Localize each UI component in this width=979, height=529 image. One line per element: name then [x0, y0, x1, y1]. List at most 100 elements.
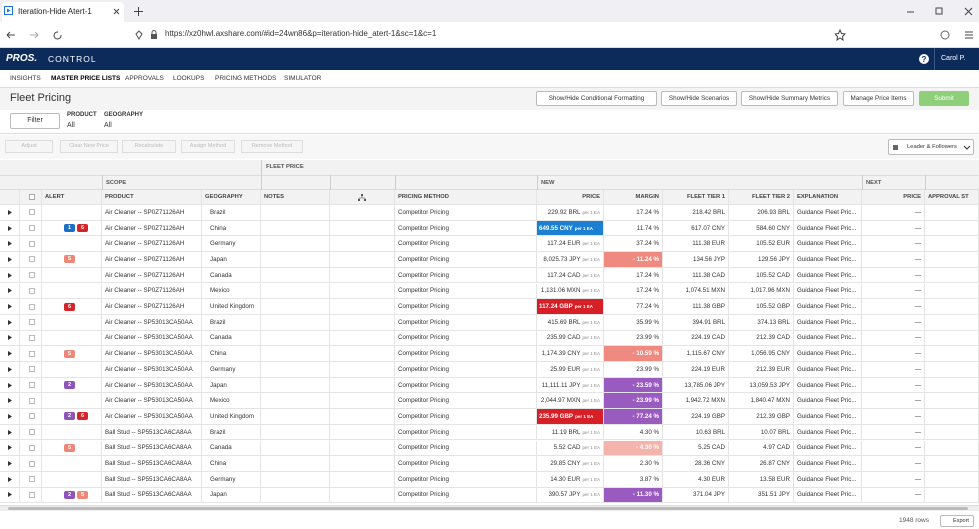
expand-cell[interactable] [0, 299, 20, 315]
expand-arrow[interactable] [7, 304, 12, 310]
tab-close[interactable] [113, 8, 120, 15]
column-header: PRICING METHOD [395, 190, 537, 205]
expand-cell[interactable] [0, 409, 20, 425]
checkbox[interactable] [29, 444, 35, 451]
checkbox[interactable] [29, 382, 35, 389]
expand-cell[interactable] [0, 487, 20, 504]
checkbox[interactable] [29, 334, 35, 341]
alert-badge[interactable]: 6 [64, 302, 75, 311]
expand-arrow[interactable] [7, 492, 12, 498]
alert-badge[interactable]: 6 [77, 412, 88, 421]
nav-buttons[interactable] [6, 30, 66, 40]
help-icon[interactable]: ? [919, 54, 929, 64]
select-cell [20, 409, 42, 425]
expand-arrow[interactable] [7, 366, 12, 372]
alert-badge[interactable]: 2 [64, 412, 75, 421]
expand-cell[interactable] [0, 283, 20, 300]
expand-arrow[interactable] [7, 476, 12, 482]
alert-badge[interactable]: 5 [64, 255, 75, 264]
price-unit: per 1 EA [582, 272, 600, 278]
alert-badge[interactable]: 2 [64, 490, 75, 499]
checkbox[interactable] [29, 397, 35, 404]
expand-arrow[interactable] [7, 209, 12, 215]
checkbox[interactable] [29, 366, 35, 373]
view-dropdown[interactable]: Leader & Followers [888, 139, 974, 155]
action-button[interactable]: Show/Hide Scenarios [661, 91, 737, 106]
expand-cell[interactable] [0, 314, 20, 331]
checkbox[interactable] [29, 256, 35, 263]
expand-arrow[interactable] [7, 256, 12, 262]
column-header: GEOGRAPHY [202, 190, 261, 205]
filter-button[interactable]: Filter [10, 113, 60, 129]
product-cell: Air Cleaner -- SP0Z71126AH [102, 283, 202, 300]
nav-item[interactable]: INSIGHTS [10, 75, 41, 82]
alert-badge[interactable]: 5 [64, 443, 75, 452]
checkbox[interactable] [29, 209, 35, 216]
expand-cell[interactable] [0, 252, 20, 268]
expand-cell[interactable] [0, 346, 20, 362]
expand-cell[interactable] [0, 362, 20, 378]
checkbox[interactable] [29, 413, 35, 420]
expand-arrow[interactable] [7, 351, 12, 357]
nav-item[interactable]: SIMULATOR [284, 75, 322, 82]
expand-arrow[interactable] [7, 461, 12, 467]
checkbox[interactable] [29, 460, 35, 467]
expand-cell[interactable] [0, 205, 20, 221]
expand-cell[interactable] [0, 330, 20, 347]
expand-cell[interactable] [0, 471, 20, 488]
checkbox[interactable] [29, 476, 35, 483]
checkbox[interactable] [29, 240, 35, 247]
checkbox[interactable] [29, 319, 35, 326]
expand-arrow[interactable] [7, 225, 12, 231]
checkbox[interactable] [29, 194, 35, 200]
url[interactable]: https://xz0hwl.axshare.com/#id=24wn86&p=… [165, 29, 437, 38]
expand-arrow[interactable] [7, 382, 12, 388]
alert-badge[interactable]: 5 [64, 349, 75, 358]
checkbox[interactable] [29, 225, 35, 232]
expand-cell[interactable] [0, 456, 20, 472]
export-button[interactable]: Export [940, 515, 974, 527]
expand-cell[interactable] [0, 377, 20, 394]
expand-arrow[interactable] [7, 398, 12, 404]
window-controls[interactable] [905, 7, 975, 16]
new-tab[interactable] [134, 7, 143, 16]
expand-cell[interactable] [0, 440, 20, 457]
alert-badge[interactable]: 5 [77, 490, 88, 499]
tool-button: Remove Method [241, 140, 303, 153]
nav-item[interactable]: PRICING METHODS [215, 75, 277, 82]
nav-item[interactable]: LOOKUPS [173, 75, 205, 82]
expand-arrow[interactable] [7, 319, 12, 325]
action-button[interactable]: Show/Hide Conditional Formatting [536, 91, 657, 106]
browser-tab[interactable]: Iteration-Hide Atert-1 [2, 2, 124, 22]
expand-cell[interactable] [0, 220, 20, 237]
alert-badge[interactable]: 1 [64, 224, 75, 233]
expand-cell[interactable] [0, 236, 20, 253]
checkbox[interactable] [29, 429, 35, 436]
nav-item[interactable]: APPROVALS [125, 75, 164, 82]
expand-cell[interactable] [0, 424, 20, 441]
browser-tools[interactable] [835, 29, 975, 41]
expand-arrow[interactable] [7, 272, 12, 278]
expand-cell[interactable] [0, 267, 20, 284]
expand-arrow[interactable] [7, 335, 12, 341]
expand-arrow[interactable] [7, 413, 12, 419]
approval-cell [925, 409, 979, 425]
checkbox[interactable] [29, 303, 35, 310]
expand-cell[interactable] [0, 393, 20, 410]
checkbox[interactable] [29, 350, 35, 357]
alert-badge[interactable]: 2 [64, 381, 75, 390]
user-name[interactable]: Carol P. [941, 55, 966, 62]
expand-arrow[interactable] [7, 429, 12, 435]
checkbox[interactable] [29, 491, 35, 498]
action-button[interactable]: Manage Price Items [843, 91, 914, 106]
action-button[interactable]: Show/Hide Summary Metrics [741, 91, 838, 106]
alert-badge[interactable]: 6 [77, 224, 88, 233]
explanation-cell: Guidance Fleet Pric... [794, 314, 862, 331]
checkbox[interactable] [29, 287, 35, 294]
nav-item[interactable]: MASTER PRICE LISTS [51, 75, 121, 82]
submit-button[interactable]: Submit [919, 91, 969, 106]
expand-arrow[interactable] [7, 445, 12, 451]
expand-arrow[interactable] [7, 288, 12, 294]
expand-arrow[interactable] [7, 241, 12, 247]
checkbox[interactable] [29, 272, 35, 279]
